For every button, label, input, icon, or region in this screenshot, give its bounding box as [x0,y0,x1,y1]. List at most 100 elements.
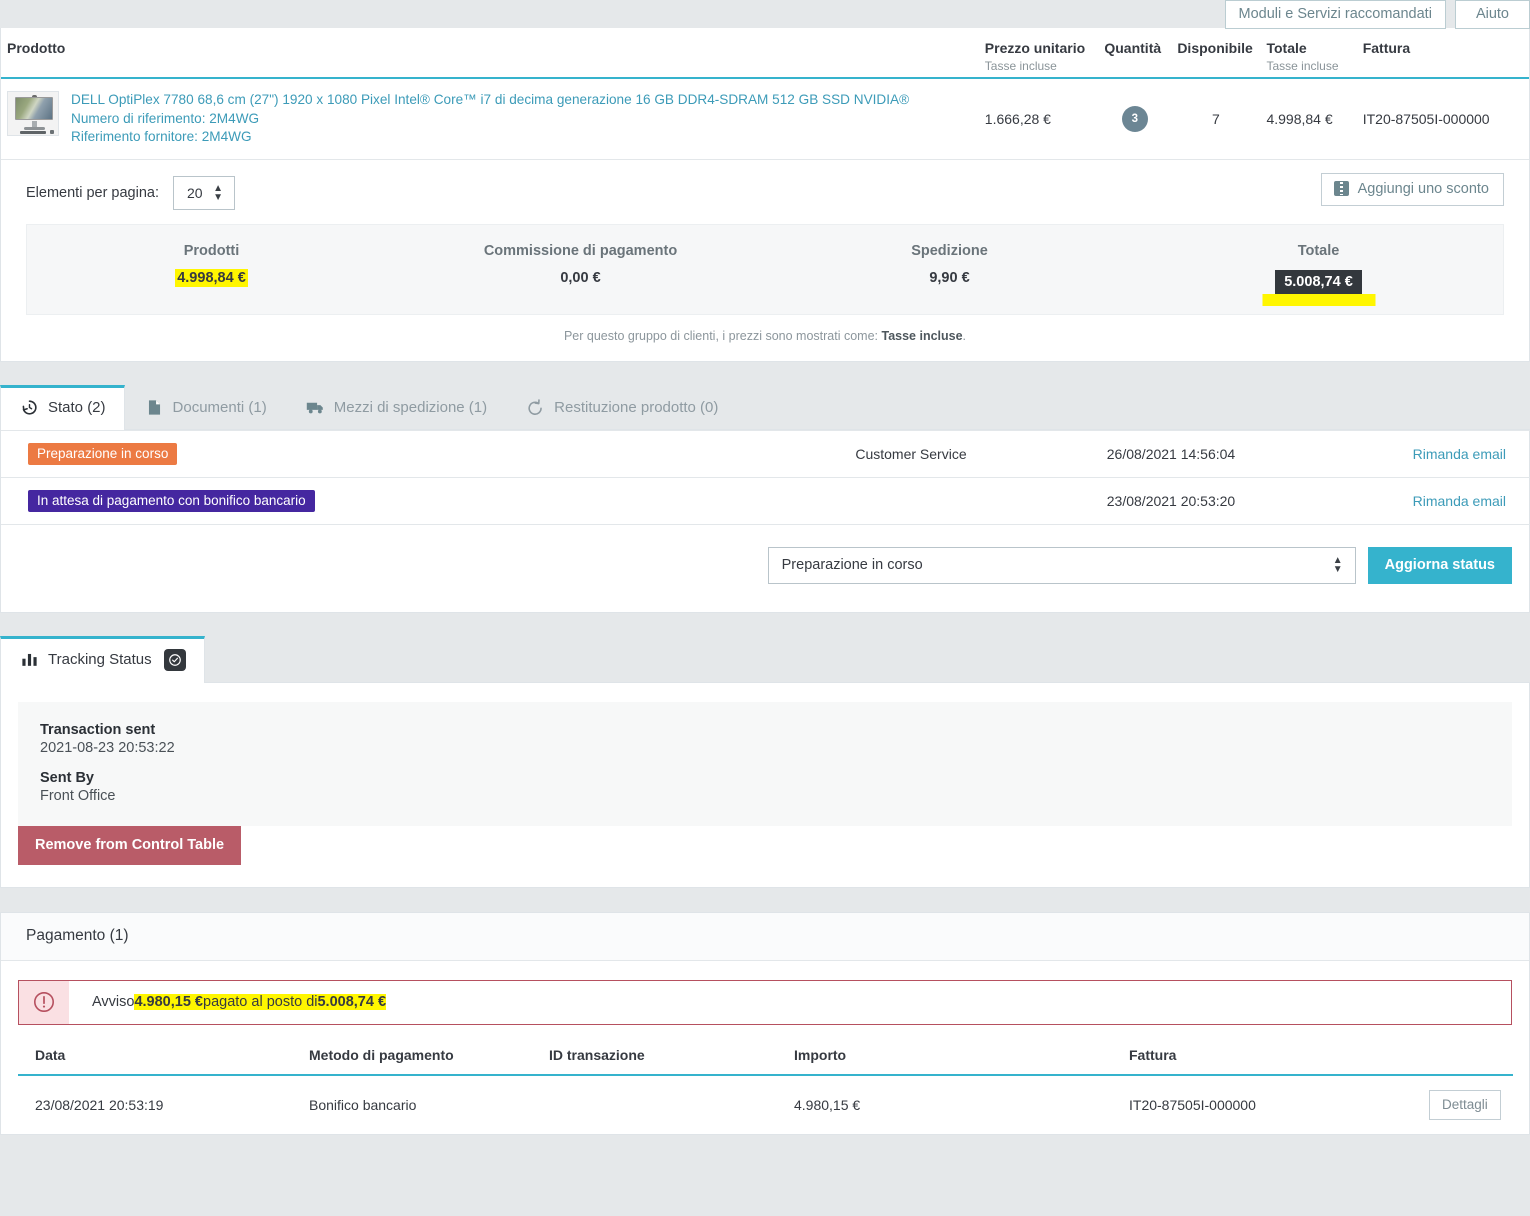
items-per-page-label: Elementi per pagina: [26,184,159,201]
col-payment-actions [1423,1047,1513,1075]
col-unit-price-label: Prezzo unitario [984,40,1086,56]
tab-mezzi-label: Mezzi di spedizione (1) [333,398,488,416]
payment-transaction-id [543,1075,788,1134]
products-table-head: Prodotto Prezzo unitario Tasse incluse Q… [1,28,1529,78]
col-payment-date: Data [35,1046,66,1063]
tax-note-bold: Tasse incluse [881,328,963,343]
tracking-details-box: Transaction sent 2021-08-23 20:53:22 Sen… [18,701,1512,826]
status-action-cell: Rimanda email [1321,429,1530,478]
product-invoice: IT20-87505I-000000 [1356,78,1529,160]
table-row: DELL OptiPlex 7780 68,6 cm (27") 1920 x … [1,78,1529,160]
status-tab-body: Preparazione in corso Customer Service 2… [0,428,1530,613]
col-total-sub: Tasse incluse [1266,59,1339,73]
tax-note-suffix: . [962,328,967,343]
totals-grand-label: Totale [1297,242,1340,259]
col-invoice-label: Fattura [1362,40,1411,56]
tax-note: Per questo gruppo di clienti, i prezzi s… [1,315,1529,361]
col-total-label: Totale [1266,40,1307,56]
help-button[interactable]: Aiuto [1454,0,1530,29]
tax-note-prefix: Per questo gruppo di clienti, i prezzi s… [563,328,882,343]
totals-payment-fee-value: 0,00 € [560,269,601,286]
payment-panel-title: Pagamento (1) [1,912,1529,961]
status-date: 26/08/2021 14:56:04 [1021,429,1321,478]
totals-products: Prodotti 4.998,84 € [27,243,396,294]
top-toolbar: Moduli e Servizi raccomandati Aiuto [0,0,1530,29]
remove-from-control-table-button[interactable]: Remove from Control Table [18,825,242,865]
col-total: Totale Tasse incluse [1260,28,1356,78]
top-toolbar-buttons: Moduli e Servizi raccomandati Aiuto [1224,0,1530,29]
order-totals-strip: Prodotti 4.998,84 € Commissione di pagam… [26,223,1504,315]
status-badge-cell: Preparazione in corso [1,429,801,478]
table-row: Preparazione in corso Customer Service 2… [1,429,1530,478]
totals-grand-value: 5.008,74 € [1275,269,1362,294]
totals-payment-fee: Commissione di pagamento 0,00 € [396,243,765,294]
status-select-value: Preparazione in corso [781,557,923,573]
tracking-panel: Tracking Status Transaction sent 2021-08… [0,635,1530,888]
table-row: In attesa di pagamento con bonifico banc… [1,477,1530,525]
col-payment-invoice: Fattura [1129,1046,1177,1063]
tab-stato[interactable]: Stato (2) [0,384,125,430]
products-table-body: DELL OptiPlex 7780 68,6 cm (27") 1920 x … [1,78,1529,160]
resend-email-link[interactable]: Rimanda email [1412,445,1506,462]
add-discount-button[interactable]: Aggiungi uno sconto [1320,172,1504,206]
col-amount: Importo [794,1046,847,1063]
product-total: 4.998,84 € [1260,78,1357,160]
payment-details-button[interactable]: Dettagli [1429,1089,1501,1120]
alert-middle: pagato al posto di [203,994,318,1010]
totals-shipping-label: Spedizione [911,242,988,259]
status-select[interactable]: Preparazione in corso ▲ ▼ [767,546,1356,584]
sent-by-label: Sent By [40,769,94,786]
col-unit-price-sub: Tasse incluse [984,59,1057,73]
bar-chart-icon [22,653,37,666]
status-badge-cell: In attesa di pagamento con bonifico banc… [1,477,801,525]
col-unit-price: Prezzo unitario Tasse incluse [979,28,1099,78]
order-products-card: Prodotto Prezzo unitario Tasse incluse Q… [0,28,1530,362]
payment-method: Bonifico bancario [309,1096,417,1113]
payment-amount: 4.980,15 € [794,1096,861,1113]
tab-tracking-status[interactable]: Tracking Status [0,635,205,683]
add-discount-label: Aggiungi uno sconto [1357,180,1489,197]
tab-mezzi-di-spedizione[interactable]: Mezzi di spedizione (1) [286,385,506,430]
col-payment-method: Metodo di pagamento [309,1046,454,1063]
ticket-icon [1333,181,1349,196]
highlight-mark [1262,293,1375,306]
items-per-page-select[interactable]: 20 ▲ ▼ [173,175,235,210]
tab-restituzione-label: Restituzione prodotto (0) [554,398,719,416]
status-badge: Preparazione in corso [28,442,178,465]
transaction-sent-label: Transaction sent [40,721,156,738]
alert-message: Avviso 4.980,15 € pagato al posto di 5.0… [69,981,387,1024]
status-date: 23/08/2021 20:53:20 [1021,477,1321,525]
status-tabstrip: Stato (2) Documenti (1) Mezzi di spedizi… [0,384,1530,430]
table-row: 23/08/2021 20:53:19 Bonifico bancario 4.… [18,1075,1513,1134]
check-circle-icon [168,653,181,666]
col-available-label: Disponibile [1177,40,1253,56]
update-status-button[interactable]: Aggiorna status [1367,546,1512,584]
quantity-badge: 3 [1121,105,1148,132]
products-table: Prodotto Prezzo unitario Tasse incluse Q… [1,28,1529,160]
product-cell: DELL OptiPlex 7780 68,6 cm (27") 1920 x … [1,78,979,160]
payment-mismatch-alert: Avviso 4.980,15 € pagato al posto di 5.0… [18,979,1512,1025]
status-author: Customer Service [801,429,1021,478]
product-reference-link[interactable]: Numero di riferimento: 2M4WG [71,110,260,126]
col-invoice: Fattura [1357,28,1529,78]
col-quantity: Quantità [1098,28,1171,78]
tab-stato-label: Stato (2) [48,398,106,416]
product-supplier-reference-link[interactable]: Riferimento fornitore: 2M4WG [71,129,252,144]
product-quantity-cell: 3 [1098,78,1172,160]
tab-documenti[interactable]: Documenti (1) [125,385,286,430]
payments-table: Data Metodo di pagamento ID transazione … [18,1047,1513,1134]
recommended-modules-button[interactable]: Moduli e Servizi raccomandati [1224,0,1446,29]
tab-restituzione-prodotto[interactable]: Restituzione prodotto (0) [506,385,737,430]
payment-date: 23/08/2021 20:53:19 [35,1096,164,1113]
tracking-tab-label: Tracking Status [48,650,152,668]
totals-products-value: 4.998,84 € [175,268,248,287]
alert-expected-amount: 5.008,74 € [317,994,387,1010]
pagination-row: Elementi per pagina: 20 ▲ ▼ Aggiungi uno … [1,160,1529,224]
return-arrow-icon [528,399,542,415]
resend-email-link[interactable]: Rimanda email [1412,492,1506,509]
alert-prefix: Avviso [92,994,135,1010]
product-name-link[interactable]: DELL OptiPlex 7780 68,6 cm (27") 1920 x … [71,92,910,107]
col-transaction-id: ID transazione [549,1046,645,1063]
tab-documenti-label: Documenti (1) [172,398,267,416]
transaction-sent-value: 2021-08-23 20:53:22 [40,739,175,756]
